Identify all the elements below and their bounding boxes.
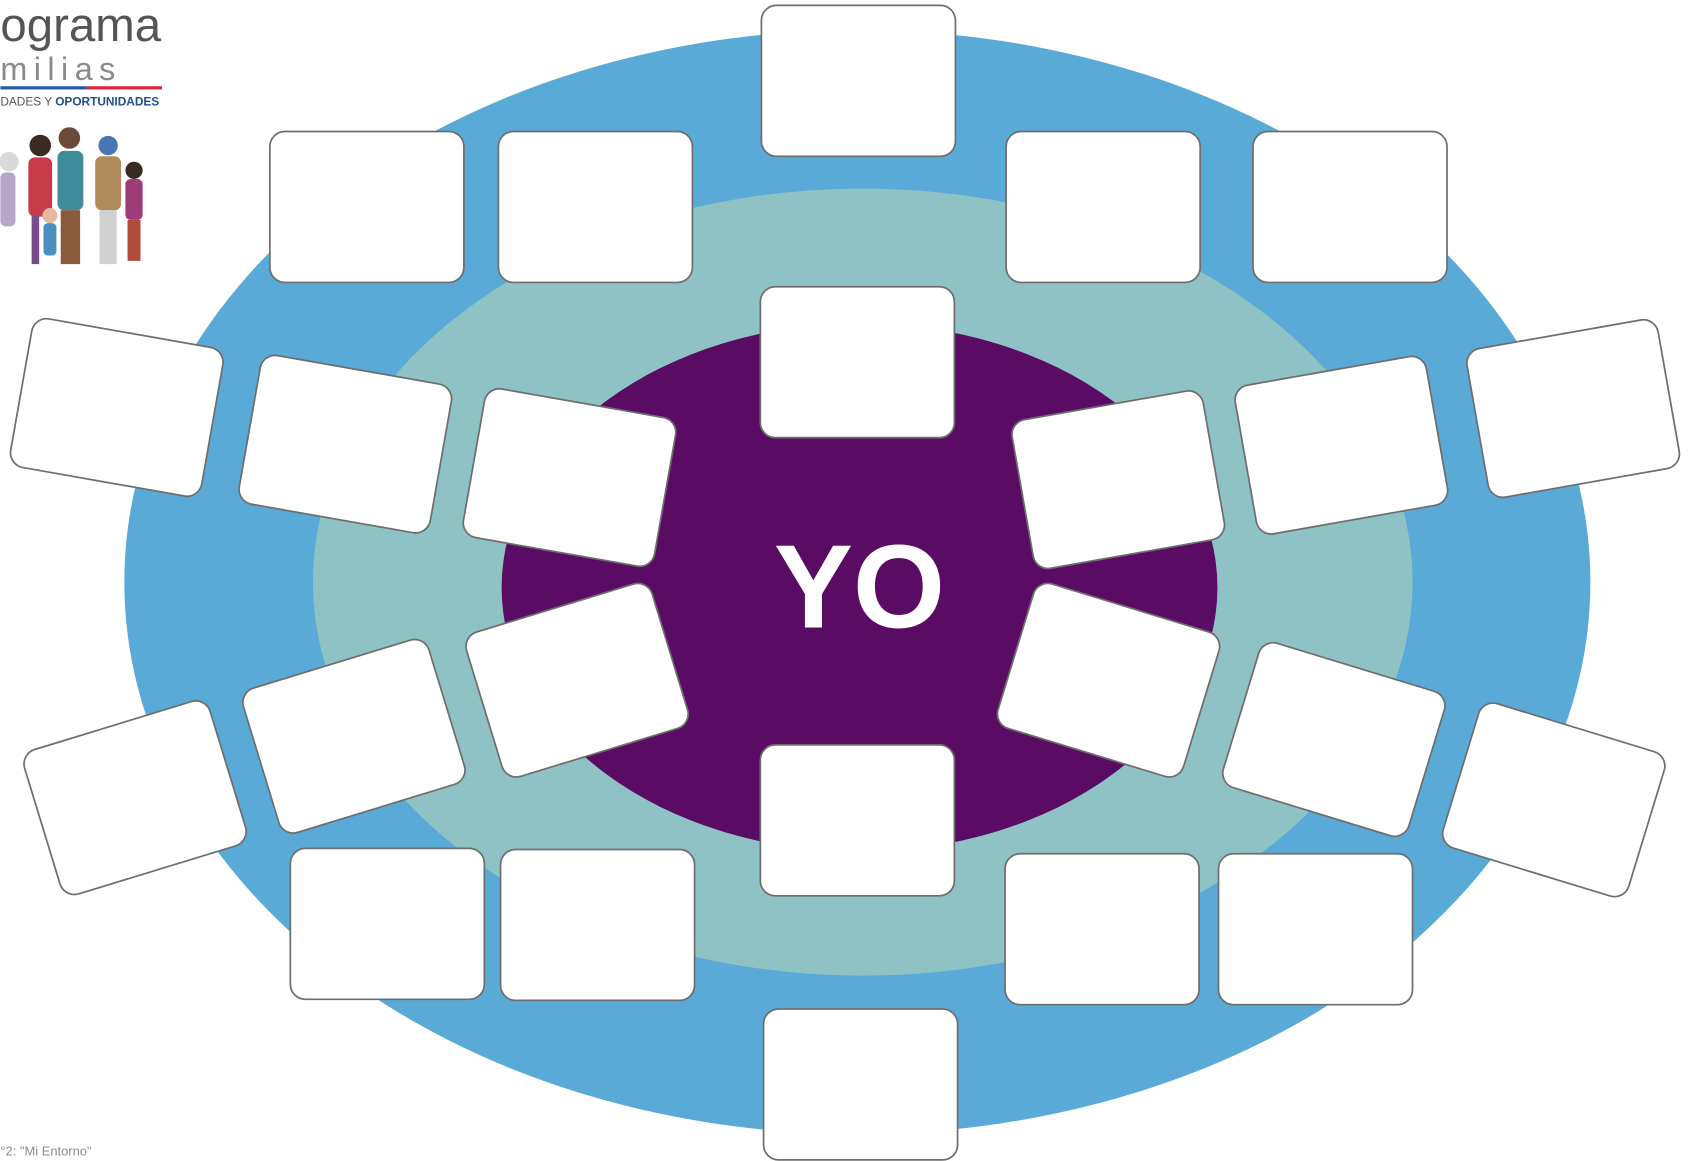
blank-box (760, 745, 954, 896)
blank-box (764, 1009, 958, 1160)
blank-box (8, 316, 225, 498)
tagline-bold: OPORTUNIDADES (55, 95, 159, 109)
blank-box (1006, 132, 1200, 283)
blank-box (1005, 854, 1199, 1005)
diagram: YO ograma milias DADES Y OPORTUNIDADES °… (0, 0, 1691, 1161)
page-body: YO ograma milias DADES Y OPORTUNIDADES °… (0, 0, 1691, 1161)
tagline-text: DADES Y (0, 95, 55, 109)
logo-line-blue (0, 86, 86, 89)
blank-box (760, 287, 954, 438)
blank-box (1010, 389, 1227, 571)
blank-box (498, 132, 692, 283)
center-label: YO (774, 522, 945, 654)
footer-caption: °2: "Mi Entorno" (0, 1144, 92, 1159)
blank-box (1253, 132, 1447, 283)
logo-tagline: DADES Y OPORTUNIDADES (0, 95, 159, 109)
blank-box (1218, 854, 1412, 1005)
blank-box (1233, 354, 1450, 536)
blank-box (761, 5, 955, 156)
blank-box (501, 849, 695, 1000)
page: Mi Entorno {"header": {"title": "ograma"… (0, 0, 1691, 1161)
logo-subtitle: milias (0, 51, 121, 87)
blank-box (290, 848, 484, 999)
blank-box (270, 132, 464, 283)
blank-box (461, 386, 678, 568)
logo-title: ograma (0, 0, 161, 52)
blank-box (237, 353, 454, 535)
logo-line-red (87, 86, 162, 89)
blank-box (1464, 317, 1681, 499)
